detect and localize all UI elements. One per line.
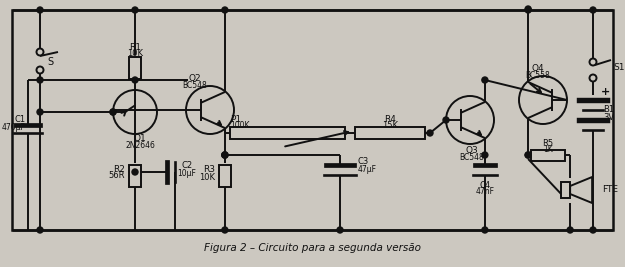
Circle shape	[443, 117, 449, 123]
Text: R1: R1	[129, 42, 141, 52]
Text: S: S	[47, 57, 53, 67]
Polygon shape	[570, 177, 592, 203]
Text: 470µF: 470µF	[2, 124, 26, 132]
Circle shape	[590, 7, 596, 13]
Bar	[12, 10, 613, 230]
Text: +: +	[601, 87, 609, 97]
Text: C4: C4	[479, 180, 491, 190]
Circle shape	[132, 169, 138, 175]
Circle shape	[519, 76, 567, 124]
Bar	[355, 127, 425, 139]
Text: C2: C2	[181, 160, 192, 170]
Circle shape	[525, 6, 531, 12]
Text: Q1: Q1	[134, 135, 146, 143]
Circle shape	[222, 152, 228, 158]
Text: S1: S1	[613, 62, 624, 72]
Circle shape	[337, 227, 343, 233]
Circle shape	[525, 152, 531, 158]
Circle shape	[482, 227, 488, 233]
Circle shape	[525, 152, 531, 158]
Text: C1: C1	[15, 115, 26, 124]
Circle shape	[186, 86, 234, 134]
Text: R2: R2	[113, 164, 125, 174]
Text: R3: R3	[203, 166, 215, 175]
Text: R4: R4	[384, 115, 396, 124]
Circle shape	[525, 7, 531, 13]
Text: P1: P1	[230, 115, 241, 124]
Bar	[129, 165, 141, 187]
Circle shape	[567, 227, 573, 233]
Bar	[561, 182, 570, 198]
Circle shape	[222, 7, 228, 13]
Circle shape	[590, 227, 596, 233]
Circle shape	[110, 109, 116, 115]
Circle shape	[589, 74, 596, 81]
Text: 1K: 1K	[543, 144, 553, 154]
Text: C3: C3	[358, 158, 369, 167]
Text: R5: R5	[542, 139, 554, 147]
Text: 10K: 10K	[127, 49, 143, 58]
Circle shape	[132, 77, 138, 83]
Text: Q3: Q3	[466, 146, 478, 155]
Text: BC548: BC548	[182, 80, 208, 89]
Text: BC548: BC548	[459, 152, 484, 162]
Text: Q2: Q2	[189, 73, 201, 83]
Circle shape	[36, 49, 44, 56]
Circle shape	[427, 130, 433, 136]
Circle shape	[589, 58, 596, 65]
Text: BC558: BC558	[526, 70, 551, 80]
Text: 10µF: 10µF	[177, 168, 196, 178]
Text: Figura 2 – Circuito para a segunda versão: Figura 2 – Circuito para a segunda versã…	[204, 243, 421, 253]
Circle shape	[222, 152, 228, 158]
Circle shape	[222, 152, 228, 158]
Bar	[230, 127, 345, 139]
Text: 10K: 10K	[199, 172, 215, 182]
Circle shape	[482, 152, 488, 158]
Circle shape	[37, 7, 43, 13]
Text: 100K: 100K	[230, 120, 249, 129]
Circle shape	[37, 227, 43, 233]
Text: 2N2646: 2N2646	[125, 142, 155, 151]
Circle shape	[222, 227, 228, 233]
Circle shape	[37, 109, 43, 115]
Text: 3V: 3V	[604, 112, 614, 121]
Text: 47nF: 47nF	[476, 187, 494, 197]
Text: B1: B1	[604, 105, 614, 115]
Text: FTE: FTE	[602, 186, 618, 194]
Bar	[219, 165, 231, 187]
Circle shape	[36, 66, 44, 73]
Bar	[531, 150, 565, 160]
Text: Q4: Q4	[532, 64, 544, 73]
Circle shape	[132, 7, 138, 13]
Circle shape	[113, 90, 157, 134]
Bar	[129, 57, 141, 79]
Text: 56R: 56R	[109, 171, 125, 180]
Circle shape	[482, 77, 488, 83]
Circle shape	[110, 109, 116, 115]
Text: 15K: 15K	[382, 120, 398, 129]
Circle shape	[37, 77, 43, 83]
Circle shape	[446, 96, 494, 144]
Text: 47µF: 47µF	[358, 166, 377, 175]
